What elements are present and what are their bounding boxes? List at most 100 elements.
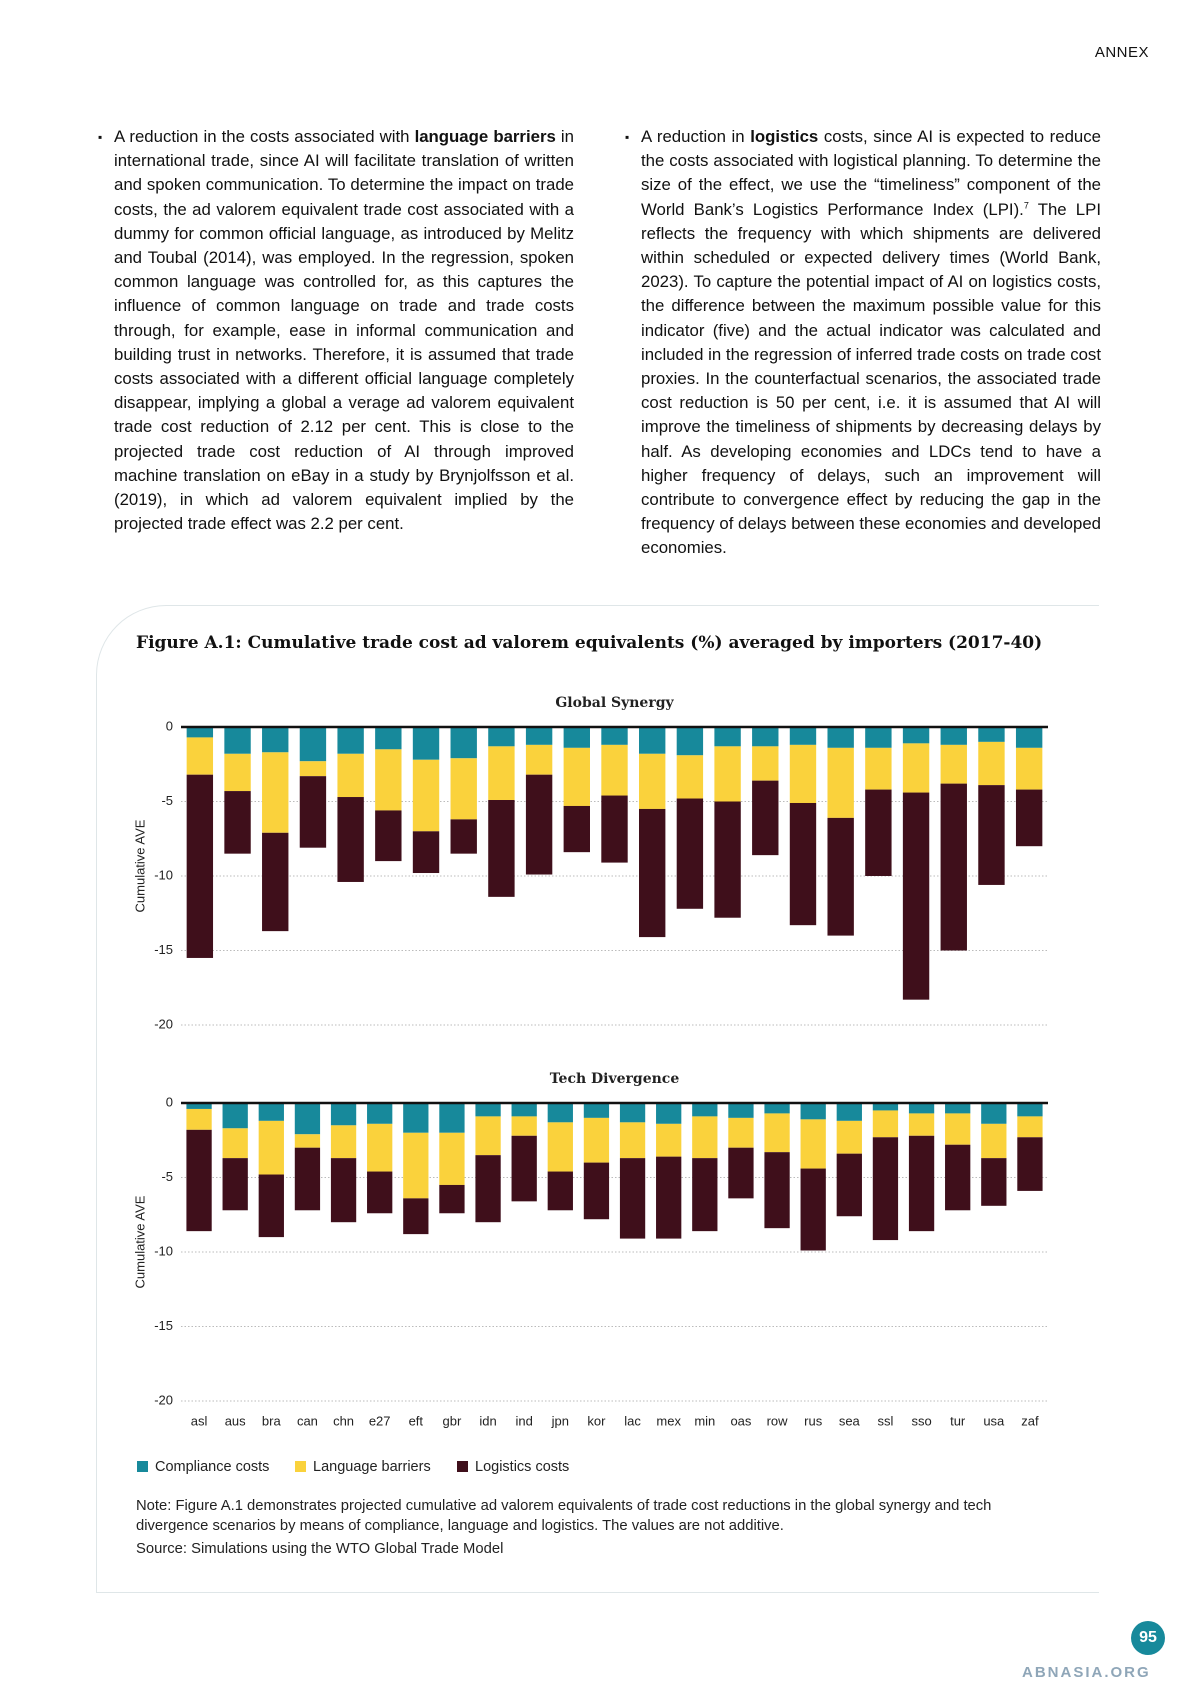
bar-segment (981, 1158, 1007, 1206)
y-tick-label: -5 (161, 1169, 173, 1184)
bar-segment (692, 1158, 718, 1232)
figure-box (96, 605, 1099, 1593)
bar-segment (224, 727, 251, 754)
footnote-ref: 7 (1023, 200, 1029, 211)
bar-segment (330, 1103, 357, 1126)
bar-segment (337, 753, 364, 798)
x-tick-label: jpn (551, 1413, 569, 1428)
section-header: ANNEX (1094, 44, 1149, 61)
bar-segment (439, 1132, 465, 1185)
bar-segment (908, 1135, 935, 1232)
bar-segment (908, 1103, 935, 1114)
bar-segment (186, 727, 214, 738)
bar-segment (186, 737, 214, 775)
bar-segment (525, 744, 553, 775)
bar-segment (299, 727, 327, 762)
bar-segment (488, 746, 515, 801)
bar-segment (692, 1116, 718, 1159)
bar-segment (525, 727, 553, 745)
x-tick-label: zaf (1021, 1413, 1039, 1428)
legend-label: Language barriers (313, 1459, 431, 1475)
bar-segment (728, 1117, 754, 1148)
bar-segment (222, 1158, 248, 1211)
x-tick-label: lac (624, 1413, 641, 1428)
legend-swatch (137, 1461, 148, 1472)
x-tick-label: eft (409, 1413, 424, 1428)
x-tick-label: min (694, 1413, 715, 1428)
y-tick-label: -15 (154, 1318, 173, 1333)
bar-segment (475, 1103, 501, 1117)
bar-segment (488, 727, 515, 747)
bar-segment (752, 746, 779, 781)
bar-segment (752, 727, 779, 747)
bar-segment (583, 1162, 610, 1220)
bar-segment (940, 727, 967, 745)
bar-segment (656, 1103, 682, 1124)
y-tick-label: -10 (154, 867, 173, 882)
text: A reduction in the costs associated with (114, 127, 415, 146)
bar-segment (789, 744, 817, 803)
bullet: ▪ (625, 130, 630, 144)
bar-segment (262, 832, 289, 932)
bar-segment (475, 1116, 501, 1156)
bar-segment (714, 801, 741, 918)
bar-segment (375, 727, 402, 750)
figure-note: Note: Figure A.1 demonstrates projected … (136, 1498, 992, 1534)
legend-swatch (457, 1461, 468, 1472)
bar-segment (224, 753, 251, 792)
bar-segment (978, 785, 1005, 885)
bar-segment (872, 1110, 899, 1138)
bar-segment (728, 1147, 754, 1199)
x-tick-label: sea (839, 1413, 861, 1428)
bar-segment (940, 744, 967, 784)
bar-segment (367, 1103, 393, 1124)
watermark: ABNASIA.ORG (1022, 1664, 1151, 1681)
x-tick-label: rus (804, 1413, 823, 1428)
bar-segment (547, 1103, 573, 1123)
text: in international trade, since AI will fa… (114, 127, 574, 534)
legend-swatch (295, 1461, 306, 1472)
bar-segment (836, 1153, 862, 1217)
x-tick-label: chn (333, 1413, 354, 1428)
bar-segment (412, 831, 440, 874)
x-tick-label: row (767, 1413, 789, 1428)
bar-segment (902, 727, 930, 744)
y-axis-label: Cumulative AVE (132, 1195, 147, 1288)
bar-segment (525, 774, 553, 875)
bar-segment (981, 1103, 1007, 1124)
bar-segment (865, 727, 892, 748)
bar-segment (367, 1123, 393, 1172)
bar-segment (872, 1137, 899, 1241)
bar-segment (800, 1103, 826, 1120)
x-tick-label: mex (656, 1413, 681, 1428)
bar-segment (511, 1103, 537, 1117)
x-tick-label: aus (225, 1413, 246, 1428)
y-tick-label: -20 (154, 1392, 173, 1407)
bold-text: language barriers (414, 127, 556, 146)
y-tick-label: 0 (166, 1094, 173, 1109)
bar-segment (294, 1103, 321, 1135)
bar-segment (186, 774, 214, 958)
x-tick-label: asl (191, 1413, 208, 1428)
bar-segment (375, 810, 402, 862)
bar-segment (186, 1108, 212, 1130)
bar-segment (800, 1119, 826, 1169)
figure-source: Source: Simulations using the WTO Global… (136, 1541, 504, 1557)
bar-segment (547, 1122, 573, 1172)
bar-segment (601, 744, 628, 796)
bar-segment (752, 780, 779, 856)
bar-segment (583, 1117, 610, 1163)
bar-segment (836, 1103, 862, 1121)
text-column: ▪ A reduction in the costs associated wi… (98, 125, 574, 536)
bar-segment (475, 1155, 501, 1223)
page-number: 95 (1131, 1621, 1165, 1655)
bar-segment (258, 1120, 284, 1175)
y-tick-label: 0 (166, 718, 173, 733)
bar-segment (583, 1103, 610, 1118)
bar-segment (488, 800, 515, 897)
chart-subtitle: Global Synergy (555, 695, 674, 711)
bar-segment (367, 1171, 393, 1214)
bar-segment (827, 817, 854, 936)
bar-segment (1017, 1116, 1043, 1138)
x-tick-label: bra (262, 1413, 282, 1428)
